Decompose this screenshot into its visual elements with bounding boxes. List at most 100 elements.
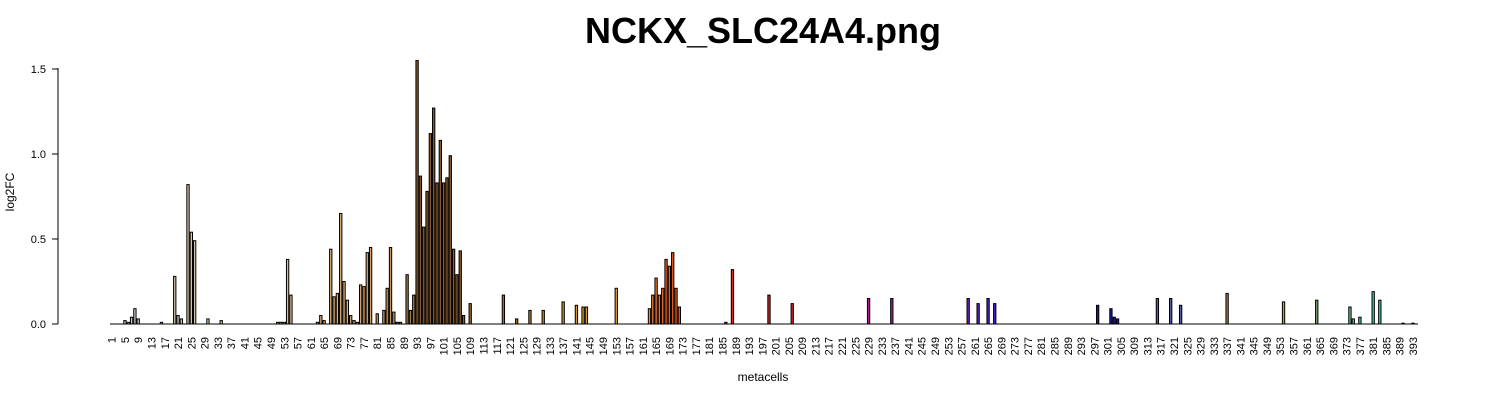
x-tick-label: 193 (744, 337, 756, 355)
bar-metacell-30 (206, 318, 210, 325)
x-tick-label: 249 (930, 337, 942, 355)
bar-metacell-267 (993, 303, 997, 325)
y-tick-label: 1.5 (31, 64, 46, 76)
bar-metacell-20 (173, 275, 177, 325)
bar-metacell-316 (1155, 298, 1160, 325)
bar-metacell-169 (667, 265, 672, 325)
bar-metacell-84 (385, 287, 389, 325)
x-tick-label: 297 (1089, 337, 1101, 355)
bar-metacell-53 (282, 321, 286, 325)
bar-metacell-73 (349, 315, 353, 325)
bar-metacell-8 (133, 308, 137, 325)
x-tick-label: 221 (837, 337, 849, 355)
bar-metacell-304 (1115, 318, 1120, 325)
bar-metacell-188 (730, 269, 735, 325)
bar-metacell-374 (1348, 306, 1352, 325)
x-tick-label: 81 (372, 337, 384, 349)
bar-metacell-96 (425, 190, 429, 325)
bar-metacell-102 (445, 177, 449, 325)
bar-metacell-186 (724, 321, 728, 325)
bar-metacell-144 (584, 306, 589, 325)
bar-metacell-79 (368, 247, 373, 325)
bar-metacell-90 (405, 274, 409, 325)
bar-metacell-63 (315, 321, 320, 325)
x-tick-label: 353 (1275, 337, 1287, 355)
x-tick-label: 289 (1063, 337, 1075, 355)
bar-metacell-354 (1281, 301, 1286, 325)
chart-title: NCKX_SLC24A4.png (585, 10, 941, 51)
x-tick-label: 57 (293, 337, 305, 349)
bar-metacell-54 (285, 258, 290, 325)
x-tick-label: 113 (478, 337, 490, 355)
bar-metacell-163 (647, 308, 652, 325)
bar-metacell-5 (123, 320, 127, 325)
x-tick-label: 181 (704, 337, 716, 355)
x-tick-label: 121 (505, 337, 517, 355)
bar-metacell-71 (342, 281, 346, 325)
x-tick-label: 329 (1196, 337, 1208, 355)
x-tick-label: 261 (970, 337, 982, 355)
bar-metacell-85 (388, 247, 393, 325)
bar-metacell-87 (395, 321, 399, 325)
x-tick-label: 165 (651, 337, 663, 355)
x-tick-label: 89 (399, 337, 411, 349)
bar-metacell-88 (398, 321, 403, 325)
x-tick-label: 321 (1169, 337, 1181, 355)
x-tick-label: 25 (186, 337, 198, 349)
x-tick-label: 381 (1368, 337, 1380, 355)
bar-metacell-143 (581, 306, 585, 325)
x-tick-label: 361 (1302, 337, 1314, 355)
bar-metacell-26 (192, 240, 197, 325)
bar-metacell-6 (126, 321, 130, 325)
x-tick-label: 293 (1076, 337, 1088, 355)
x-tick-label: 149 (598, 337, 610, 355)
x-tick-label: 117 (492, 337, 504, 355)
x-tick-label: 33 (213, 337, 225, 349)
y-axis-ticks: 0.0 0.5 1.0 1.5 (31, 64, 58, 331)
bar-metacell-172 (677, 306, 681, 325)
bar-metacell-259 (966, 298, 970, 325)
x-tick-label: 245 (917, 337, 929, 355)
bar-metacell-229 (866, 298, 871, 325)
bar-metacell-302 (1109, 308, 1113, 325)
bar-metacell-377 (1358, 316, 1362, 325)
bar-metacell-76 (358, 284, 363, 325)
y-tick-label: 1.0 (31, 149, 46, 161)
y-axis-label: log2FC (3, 172, 17, 211)
bar-metacell-323 (1178, 304, 1183, 325)
x-tick-label: 173 (678, 337, 690, 355)
x-tick-label: 369 (1328, 337, 1340, 355)
bar-metacell-65 (322, 320, 326, 325)
bar-metacell-67 (329, 248, 333, 325)
x-tick-label: 185 (718, 337, 730, 355)
bar-metacell-170 (671, 252, 675, 325)
x-tick-label: 377 (1355, 337, 1367, 355)
bar-metacell-83 (382, 309, 386, 325)
bar-metacell-101 (441, 182, 446, 325)
x-tick-label: 45 (253, 337, 265, 349)
x-tick-label: 97 (425, 337, 437, 349)
bar-metacell-298 (1095, 304, 1100, 325)
x-tick-label: 177 (691, 337, 703, 355)
bar-metacell-74 (352, 320, 356, 325)
x-tick-label: 109 (465, 337, 477, 355)
x-tick-label: 225 (850, 337, 862, 355)
bar-metacell-99 (435, 182, 439, 325)
x-tick-label: 241 (903, 337, 915, 355)
x-tick-label: 389 (1395, 337, 1407, 355)
bar-metacell-91 (408, 309, 413, 325)
x-tick-label: 209 (797, 337, 809, 355)
x-tick-label: 213 (810, 337, 822, 355)
x-tick-label: 341 (1235, 337, 1247, 355)
bar-metacell-107 (461, 315, 466, 325)
x-axis-ticks: 1 5 9 13 17 21 25 29 33 37 41 45 49 53 57 61 65 69 73 77 81 8… (107, 337, 1420, 355)
bar-metacell-364 (1315, 299, 1319, 325)
bar-metacell-109 (468, 303, 472, 325)
bar-metacell-167 (661, 287, 665, 325)
x-tick-label: 317 (1156, 337, 1168, 355)
x-tick-label: 145 (585, 337, 597, 355)
bar-metacell-69 (335, 292, 340, 325)
x-tick-label: 349 (1262, 337, 1274, 355)
x-tick-label: 161 (638, 337, 650, 355)
x-tick-label: 201 (771, 337, 783, 355)
